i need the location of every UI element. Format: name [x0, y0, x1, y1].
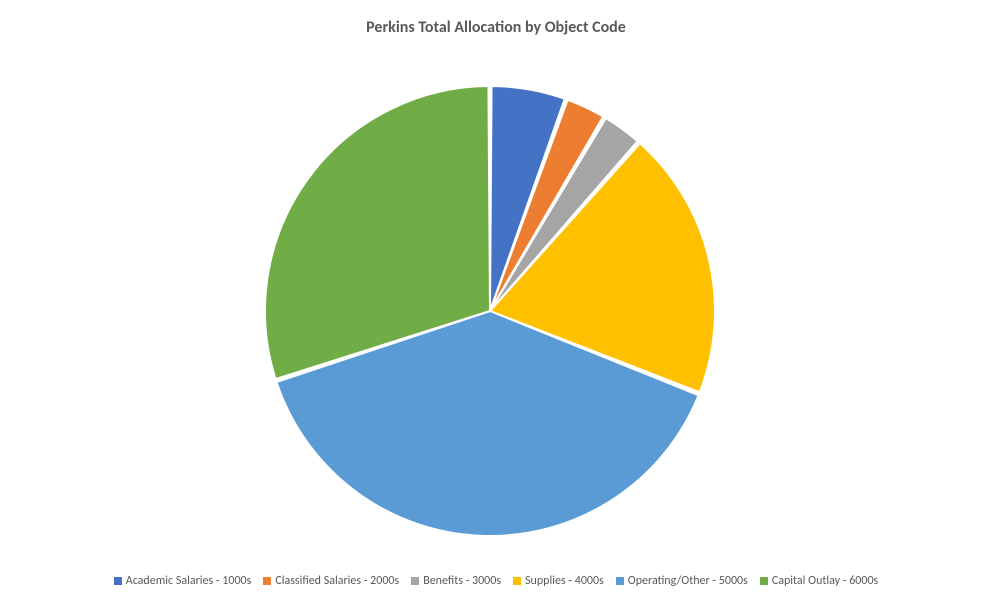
pie-area — [0, 47, 992, 574]
legend-label: Classified Salaries - 2000s — [275, 574, 399, 588]
legend-item-3: Supplies - 4000s — [513, 574, 604, 588]
legend-item-1: Classified Salaries - 2000s — [263, 574, 399, 588]
legend-label: Operating/Other - 5000s — [628, 574, 748, 588]
legend-label: Capital Outlay - 6000s — [772, 574, 878, 588]
legend-swatch-icon — [114, 577, 122, 585]
pie-chart-container: Perkins Total Allocation by Object Code … — [0, 0, 992, 606]
legend-item-2: Benefits - 3000s — [411, 574, 501, 588]
pie-svg — [0, 56, 992, 566]
legend-item-5: Capital Outlay - 6000s — [760, 574, 878, 588]
legend-label: Supplies - 4000s — [525, 574, 604, 588]
legend-label: Benefits - 3000s — [423, 574, 501, 588]
legend-label: Academic Salaries - 1000s — [126, 574, 252, 588]
legend-swatch-icon — [513, 577, 521, 585]
legend-swatch-icon — [760, 577, 768, 585]
legend-swatch-icon — [411, 577, 419, 585]
chart-title: Perkins Total Allocation by Object Code — [366, 18, 626, 37]
legend-item-4: Operating/Other - 5000s — [616, 574, 748, 588]
legend-item-0: Academic Salaries - 1000s — [114, 574, 252, 588]
legend-swatch-icon — [263, 577, 271, 585]
legend-swatch-icon — [616, 577, 624, 585]
chart-legend: Academic Salaries - 1000s Classified Sala… — [74, 574, 918, 606]
